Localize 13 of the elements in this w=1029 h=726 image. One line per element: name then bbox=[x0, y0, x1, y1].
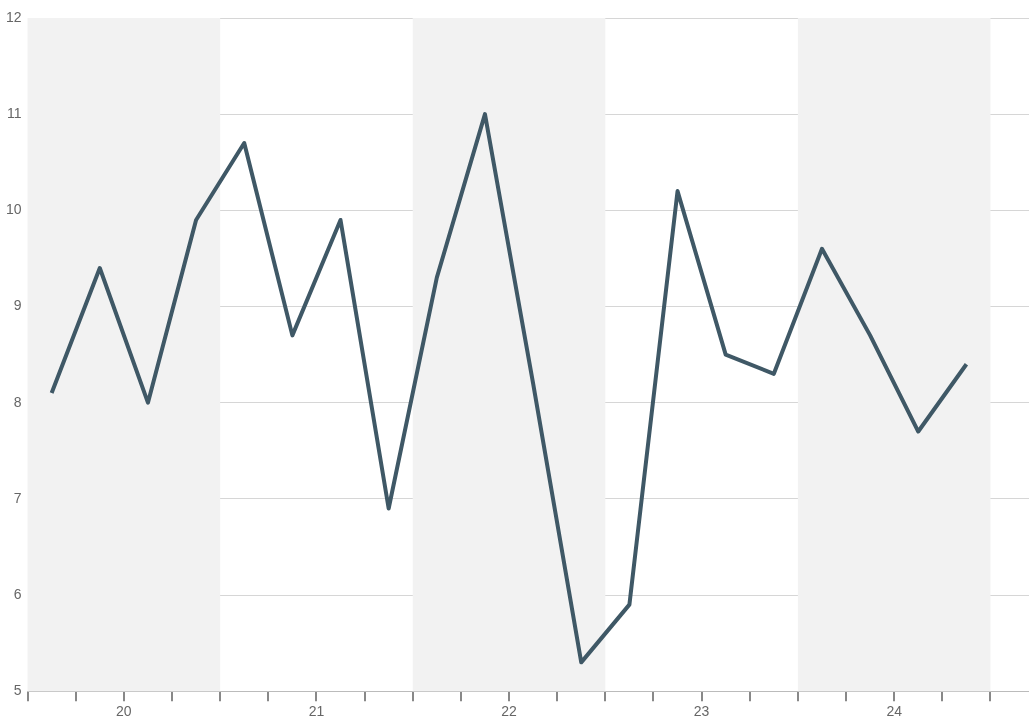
y-tick-label: 11 bbox=[7, 105, 22, 122]
x-tick-label: 20 bbox=[116, 703, 132, 720]
y-tick-label: 10 bbox=[5, 201, 22, 218]
y-tick-label: 6 bbox=[13, 585, 22, 602]
x-tick-label: 23 bbox=[693, 703, 710, 720]
y-tick-label: 9 bbox=[13, 297, 22, 314]
y-tick-label: 8 bbox=[13, 393, 22, 410]
y-tick-label: 7 bbox=[13, 489, 22, 506]
y-tick-label: 12 bbox=[5, 8, 22, 25]
y-tick-label: 5 bbox=[13, 682, 22, 699]
x-tick-label: 22 bbox=[501, 703, 518, 720]
x-tick-label: 24 bbox=[886, 703, 903, 720]
x-tick-label: 21 bbox=[308, 703, 325, 720]
